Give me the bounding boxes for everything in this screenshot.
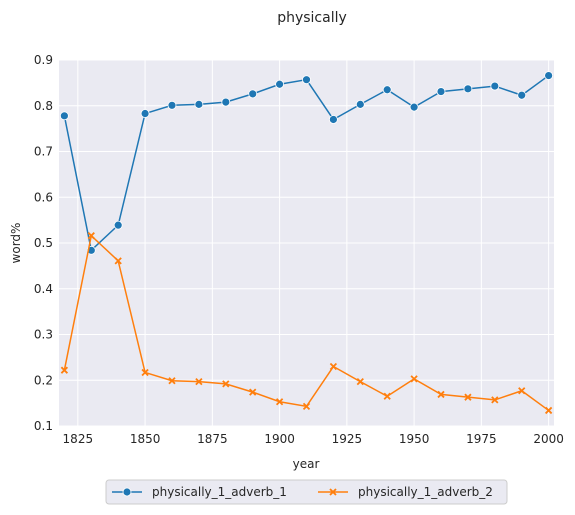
legend-item: physically_1_adverb_2 — [318, 485, 493, 499]
data-point — [221, 97, 231, 107]
data-point — [409, 102, 419, 112]
x-tick-label: 1975 — [466, 432, 497, 446]
x-tick-label: 1950 — [399, 432, 430, 446]
data-point — [87, 232, 95, 240]
legend: physically_1_adverb_1 physically_1_adverb… — [105, 479, 508, 505]
data-point — [167, 100, 177, 110]
chart-title: physically — [277, 10, 347, 26]
y-tick-label: 0.3 — [34, 328, 53, 342]
y-tick-label: 0.7 — [34, 145, 53, 159]
x-tick-label: 1875 — [197, 432, 228, 446]
legend-label: physically_1_adverb_2 — [358, 485, 493, 499]
y-tick-label: 0.2 — [34, 373, 53, 387]
x-tick-label: 1900 — [264, 432, 295, 446]
data-point — [491, 396, 499, 404]
data-point — [410, 375, 418, 383]
x-axis-label: year — [293, 457, 320, 471]
data-point — [518, 387, 526, 395]
data-point — [490, 81, 500, 91]
data-point — [114, 257, 122, 265]
data-point — [355, 99, 365, 109]
data-point — [168, 377, 176, 385]
data-point — [517, 90, 527, 100]
y-tick-label: 0.5 — [34, 236, 53, 250]
y-tick-labels: 0.1 0.2 0.3 0.4 0.5 0.6 0.7 0.8 0.9 — [34, 53, 53, 433]
grid — [59, 59, 554, 427]
x-tick-labels: 1825 1850 1875 1900 1925 1950 1975 2000 — [63, 432, 564, 446]
legend-item: physically_1_adverb_1 — [112, 485, 287, 499]
data-point — [194, 99, 204, 109]
data-point — [222, 380, 230, 388]
x-tick-label: 1850 — [130, 432, 161, 446]
data-point — [329, 362, 338, 371]
data-point — [141, 368, 149, 377]
legend-marker — [329, 488, 337, 496]
data-point — [248, 89, 258, 99]
data-point — [436, 87, 446, 96]
data-point — [195, 377, 203, 386]
data-point — [356, 377, 364, 386]
data-point — [382, 85, 392, 95]
data-point — [113, 220, 123, 230]
x-tick-label: 2000 — [533, 432, 564, 446]
y-tick-label: 0.8 — [34, 99, 53, 113]
data-point — [544, 71, 554, 80]
data-point — [140, 109, 150, 118]
data-point — [59, 111, 69, 121]
series-group — [59, 71, 554, 415]
legend-label: physically_1_adverb_1 — [152, 485, 287, 499]
y-tick-label: 0.1 — [34, 419, 53, 433]
x-tick-label: 1825 — [63, 432, 94, 446]
data-point — [437, 390, 445, 399]
data-point — [275, 398, 284, 406]
data-point — [383, 392, 391, 400]
data-point — [463, 84, 473, 94]
x-tick-label: 1925 — [332, 432, 363, 446]
data-point — [544, 406, 553, 415]
data-point — [249, 388, 257, 396]
y-tick-label: 0.6 — [34, 190, 53, 204]
data-point — [275, 79, 284, 89]
y-tick-label: 0.4 — [34, 282, 53, 296]
data-point — [464, 393, 472, 401]
data-point — [302, 75, 311, 85]
data-point — [302, 402, 311, 410]
y-axis-label: word% — [9, 223, 23, 264]
legend-box — [105, 479, 508, 505]
y-tick-label: 0.9 — [34, 53, 53, 67]
legend-marker — [122, 487, 132, 497]
data-point — [329, 115, 338, 124]
data-point — [60, 366, 69, 374]
series-physically_1_adverb_2 — [60, 232, 553, 415]
